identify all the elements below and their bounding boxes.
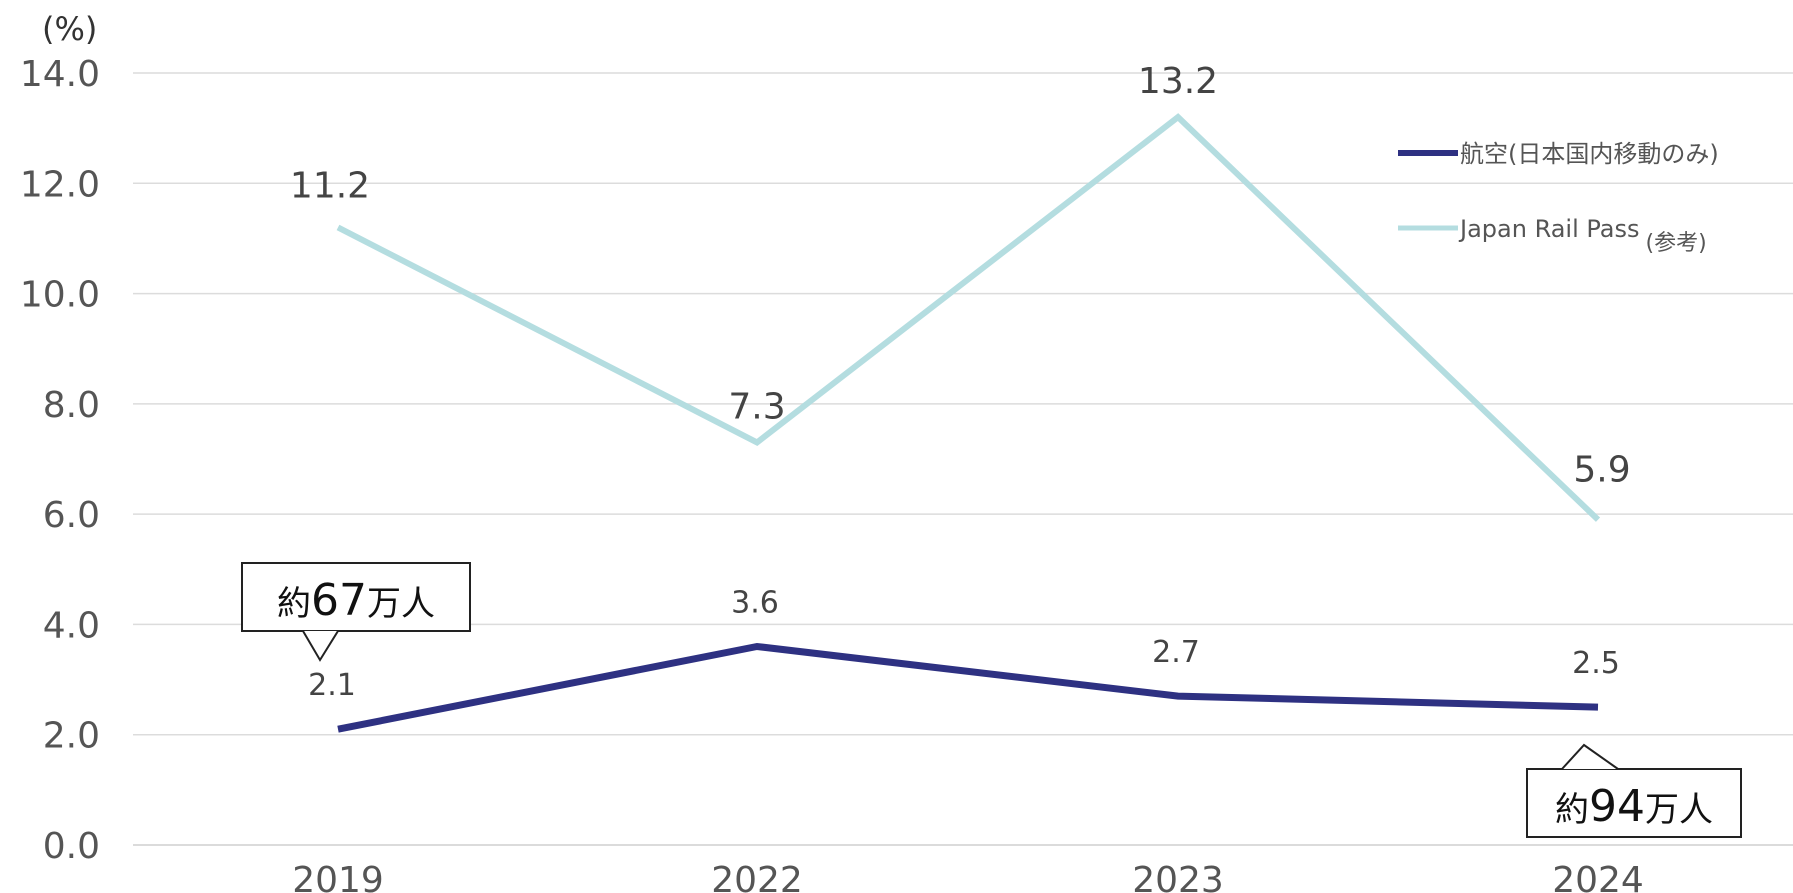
y-tick-label: 8.0 [43, 385, 100, 426]
data-label-jr-pass: 5.9 [1573, 450, 1630, 491]
gridlines [133, 72, 1793, 846]
y-axis-ticks: 0.0 2.0 4.0 6.0 8.0 10.0 12.0 14.0 [20, 54, 100, 867]
x-tick-label: 2019 [292, 860, 384, 893]
series-line-jr-pass [336, 113, 1601, 522]
callout-pointer [1561, 743, 1619, 770]
data-label-air: 3.6 [731, 585, 779, 620]
y-tick-label: 0.0 [43, 826, 100, 867]
y-tick-label: 2.0 [43, 716, 100, 757]
data-label-air: 2.7 [1152, 635, 1200, 670]
callout-text: 約67万人 [277, 575, 435, 626]
callout-frame [1526, 768, 1742, 838]
y-tick-label: 4.0 [43, 605, 100, 646]
y-tick-label: 10.0 [20, 275, 100, 316]
legend-label-air: 航空(日本国内移動のみ) [1460, 140, 1719, 168]
callout-frame [241, 562, 471, 632]
y-tick-label: 12.0 [20, 164, 100, 205]
data-label-jr-pass: 13.2 [1138, 61, 1218, 102]
data-labels: 2.1 3.6 2.7 2.5 11.2 7.3 13.2 5.9 [290, 61, 1631, 703]
y-axis-unit-label: (%) [42, 10, 97, 48]
data-label-jr-pass: 11.2 [290, 165, 370, 206]
data-label-air: 2.1 [308, 668, 356, 703]
x-tick-label: 2023 [1132, 860, 1224, 893]
legend: 航空(日本国内移動のみ) Japan Rail Pass(参考) [1398, 140, 1719, 256]
x-tick-label: 2024 [1552, 860, 1644, 893]
data-label-jr-pass: 7.3 [728, 386, 785, 427]
callout-text: 約94万人 [1555, 781, 1713, 832]
x-axis-ticks: 2019 2022 2023 2024 [292, 860, 1644, 893]
data-label-air: 2.5 [1572, 646, 1620, 681]
series-line-air [337, 642, 1599, 733]
y-tick-label: 6.0 [43, 495, 100, 536]
legend-label-suffix: (参考) [1646, 231, 1707, 256]
callout-box: 約94万人 [1526, 743, 1742, 838]
series-lines [336, 113, 1601, 733]
legend-label-jr-pass: Japan Rail Pass(参考) [1458, 215, 1707, 256]
callout-box: 約67万人 [241, 562, 471, 662]
callout-pointer [302, 630, 339, 662]
y-tick-label: 14.0 [20, 54, 100, 95]
x-tick-label: 2022 [711, 860, 803, 893]
